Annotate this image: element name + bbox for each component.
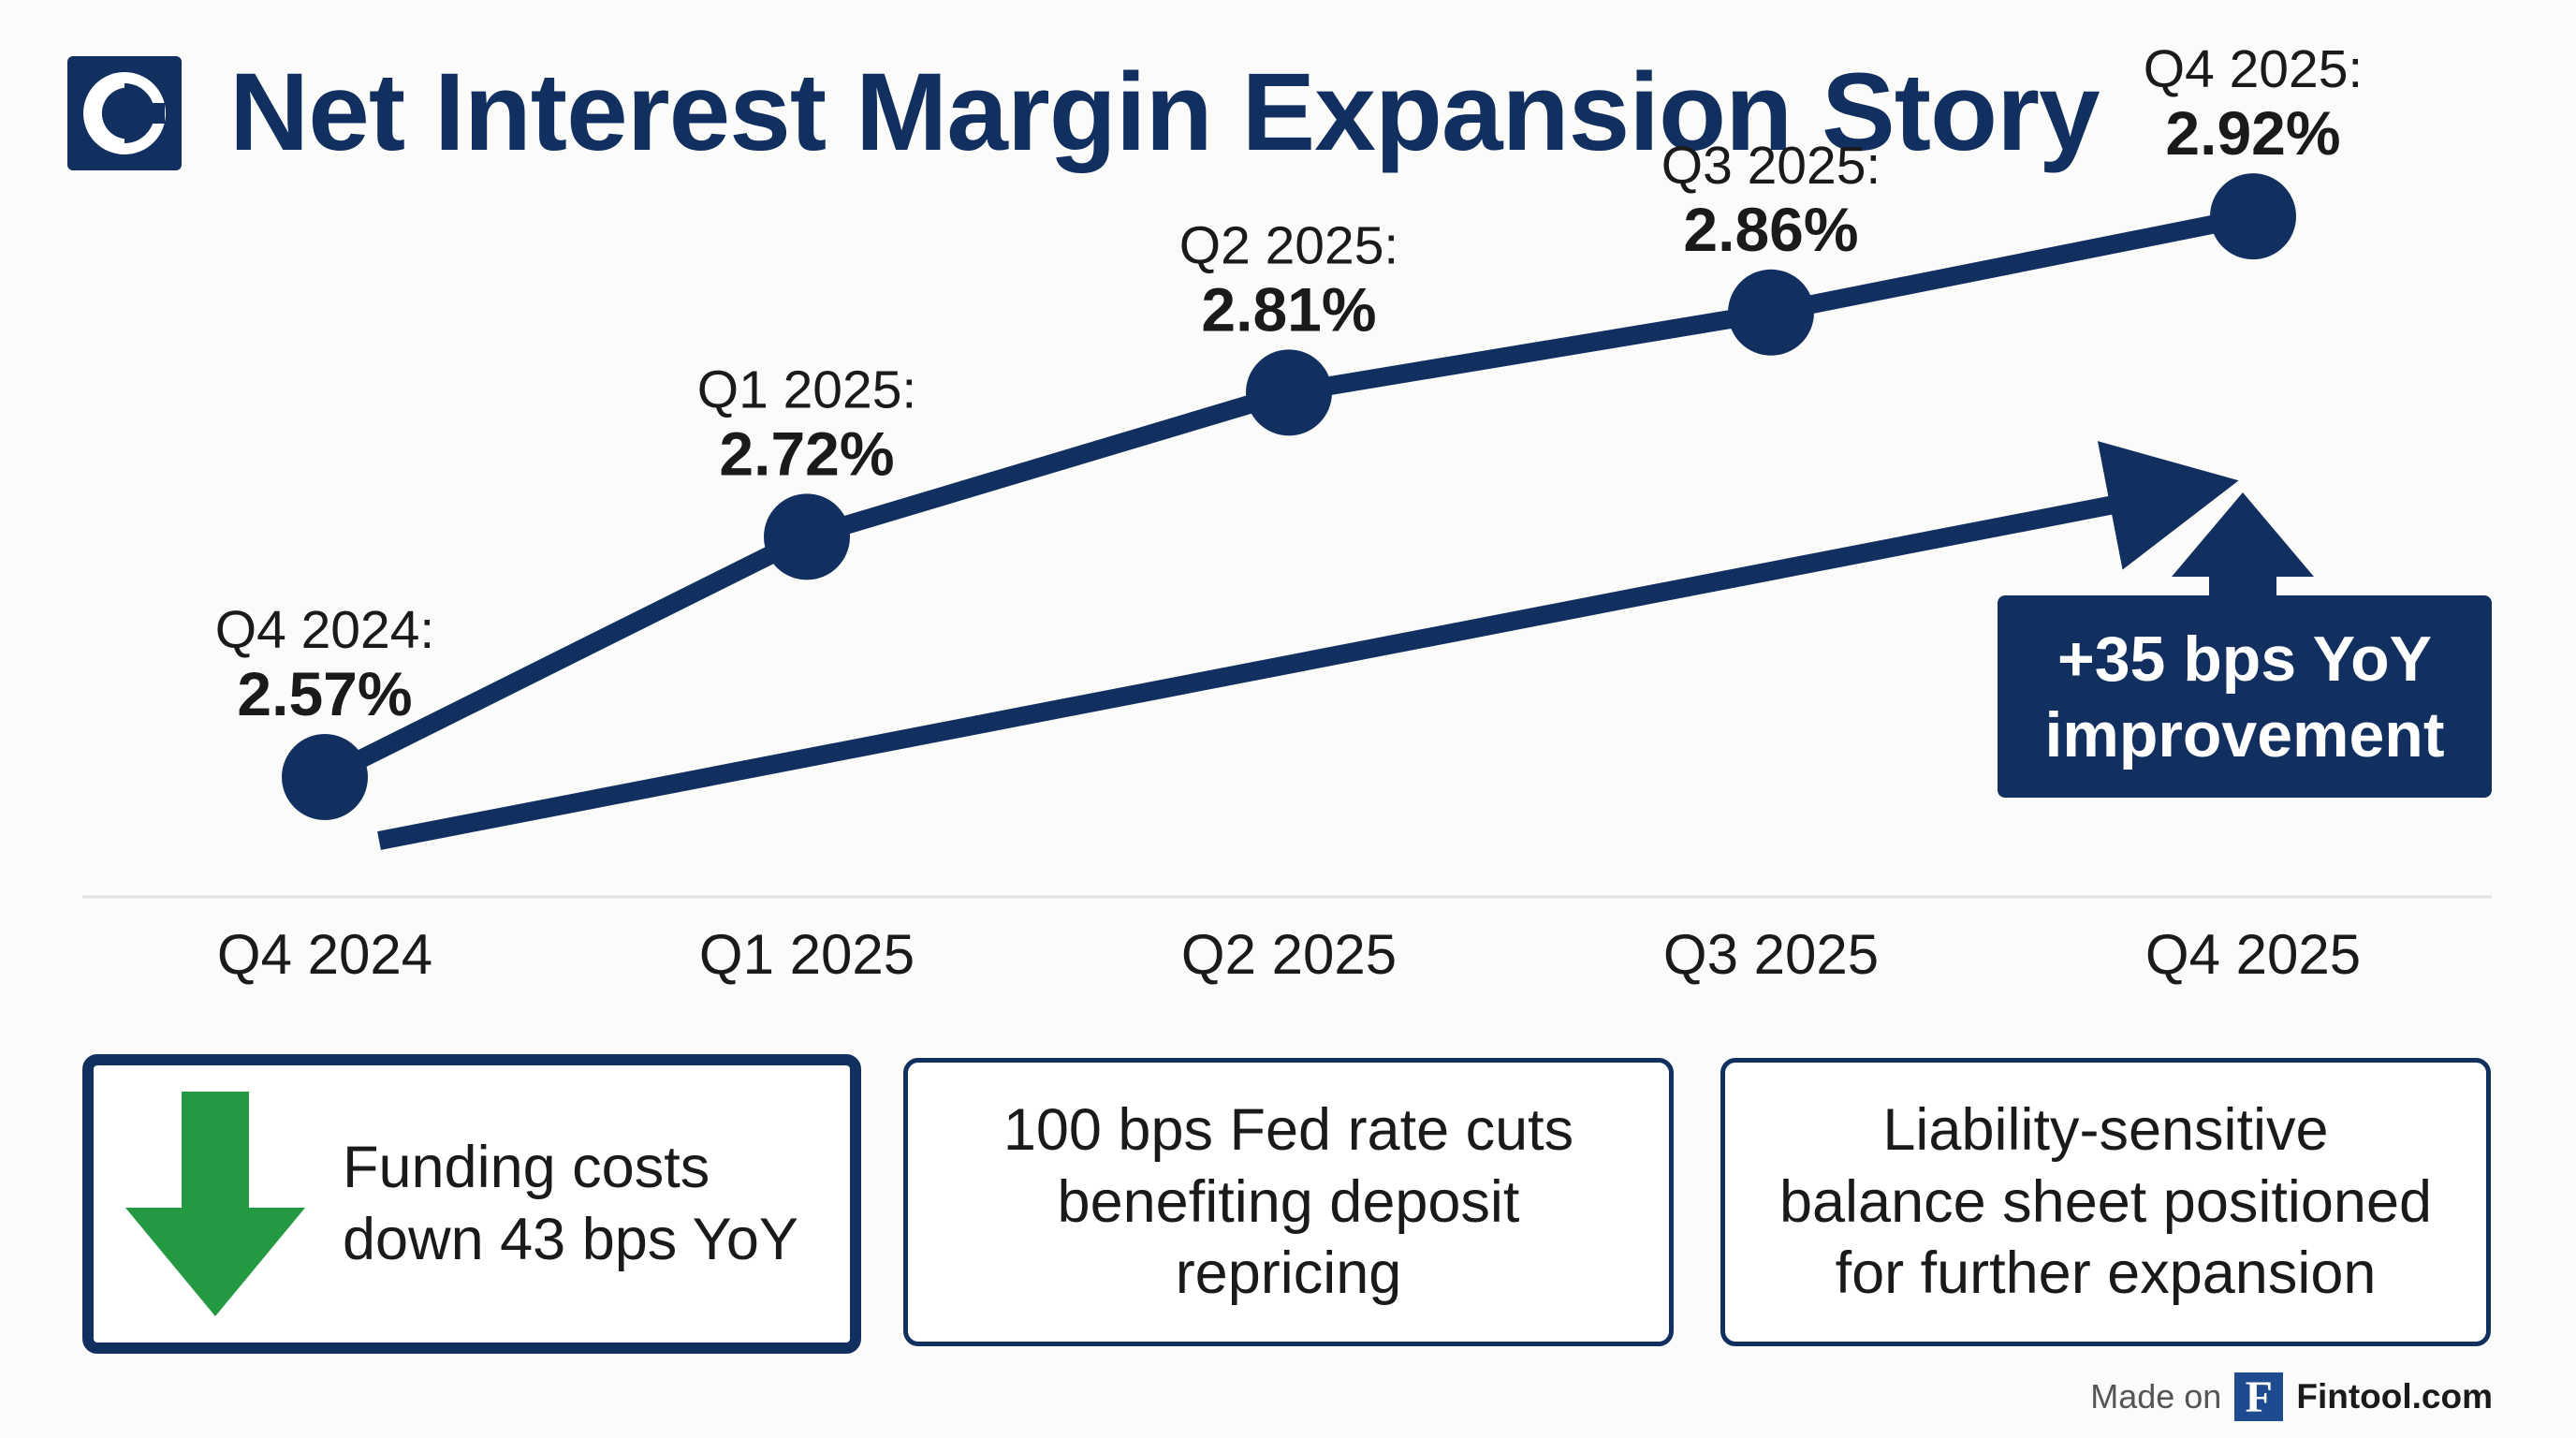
yoy-callout: +35 bps YoY improvement [1998, 492, 2492, 798]
card-fed-rate-cuts: 100 bps Fed rate cuts benefiting deposit… [903, 1058, 1674, 1346]
point-label-3: Q2 2025: [1179, 215, 1399, 275]
company-logo [67, 56, 182, 170]
value-label-2: 2.72% [719, 418, 894, 488]
fintool-logo-icon: F [2234, 1372, 2284, 1422]
x-tick-label-3: Q2 2025 [1181, 923, 1397, 986]
point-label-4: Q3 2025: [1661, 136, 1881, 196]
callout-up-arrow [2172, 492, 2314, 599]
callout-line-1: +35 bps YoY [2057, 624, 2432, 695]
card-liability-sensitive: Liability-sensitive balance sheet positi… [1720, 1058, 2491, 1346]
data-point-5 [2210, 173, 2296, 260]
footer-made-on: Made on [2090, 1377, 2222, 1416]
data-point-2 [764, 493, 850, 580]
value-label-1: 2.57% [237, 659, 412, 728]
down-arrow-icon [125, 1092, 305, 1316]
data-point-4 [1728, 269, 1814, 356]
x-tick-label-4: Q3 2025 [1663, 923, 1879, 986]
x-tick-label-2: Q1 2025 [699, 923, 915, 986]
card-funding-costs: Funding costs down 43 bps YoY [82, 1054, 861, 1354]
card-fed-rate-cuts-text: 100 bps Fed rate cuts benefiting deposit… [1003, 1096, 1574, 1307]
data-point-1 [282, 734, 368, 820]
footer-attribution: Made on F Fintool.com [2090, 1371, 2493, 1423]
point-label-1: Q4 2024: [215, 600, 435, 660]
callout-line-2: improvement [2045, 699, 2445, 770]
logo-mark [83, 72, 166, 154]
card-funding-costs-text: Funding costs down 43 bps YoY [343, 1135, 798, 1272]
point-label-5: Q4 2025: [2144, 39, 2364, 99]
point-label-2: Q1 2025: [697, 360, 917, 419]
trend-arrow [377, 441, 2239, 850]
card-liability-sensitive-text: Liability-sensitive balance sheet positi… [1778, 1096, 2433, 1307]
footer-brand: Fintool.com [2296, 1377, 2493, 1416]
value-label-5: 2.92% [2165, 98, 2340, 168]
data-point-3 [1246, 349, 1332, 436]
value-label-3: 2.81% [1201, 274, 1376, 344]
page-title: Net Interest Margin Expansion Story [229, 51, 2100, 174]
x-tick-label-5: Q4 2025 [2145, 923, 2361, 986]
x-tick-label-1: Q4 2024 [217, 923, 432, 986]
value-label-4: 2.86% [1683, 195, 1858, 264]
callout-box [1998, 595, 2492, 798]
nim-line-chart: Q4 2024:2.57% Q1 2025:2.72% Q2 2025:2.81% Q… [82, 39, 2492, 986]
